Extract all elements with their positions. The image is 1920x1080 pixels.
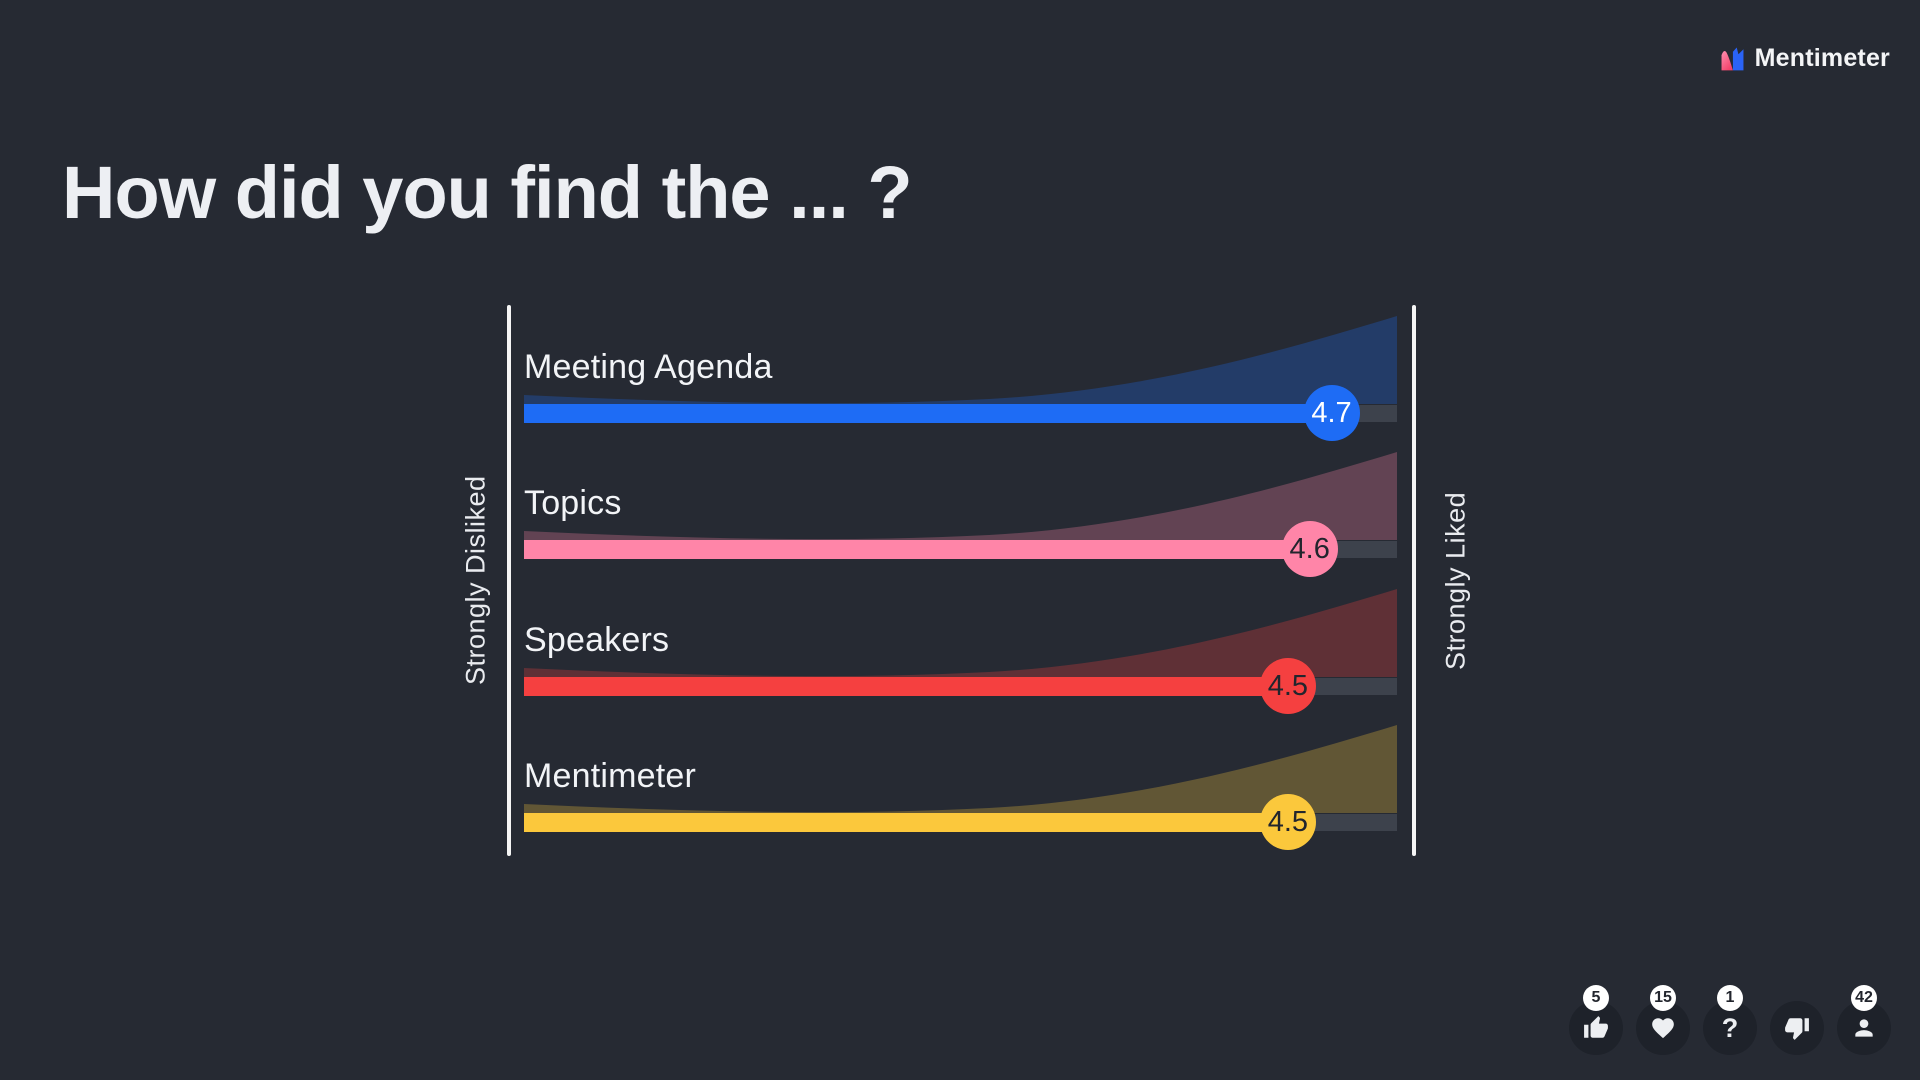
person-icon [1855,1019,1873,1037]
question-mark-icon: ? [1721,1012,1739,1043]
axis-label-min: Strongly Disliked [460,475,491,686]
heart-reaction-button[interactable]: 15 [1636,985,1690,1055]
value-badge: 4.6 [1281,521,1338,577]
axis-line-right [1412,305,1416,856]
thumbs-down-reaction-button[interactable] [1770,1001,1824,1055]
value-badge: 4.5 [1259,658,1316,714]
mentimeter-logo-text: Mentimeter [1754,44,1890,72]
axis-label-max: Strongly Liked [1440,491,1471,670]
mentimeter-logo: Mentimeter [1719,44,1890,73]
question-mark-reaction-button[interactable]: ? 1 [1703,985,1757,1055]
person-reaction-button[interactable]: 42 [1837,985,1891,1055]
heart-icon [1652,1018,1674,1039]
mentimeter-logo-icon [1721,47,1744,71]
reaction-bar: 5 15? 1 42 [1569,985,1891,1055]
reaction-count-badge: 1 [1717,985,1743,1011]
average-bar [524,677,1296,696]
distribution-area [524,725,1397,813]
distribution-area [524,589,1397,677]
average-bar [524,813,1296,832]
value-badge: 4.7 [1303,385,1360,441]
reaction-count-badge: 5 [1583,985,1609,1011]
thumbs-down-icon [1785,1018,1809,1040]
average-bar [524,404,1340,423]
distribution-area [524,316,1397,404]
slide-title: How did you find the ... ? [62,151,913,234]
thumbs-up-icon [1584,1016,1608,1038]
value-badge: 4.5 [1259,794,1316,850]
reaction-count-badge: 15 [1650,985,1676,1011]
thumbs-up-reaction-button[interactable]: 5 [1569,985,1623,1055]
axis-line-left [507,305,511,856]
distribution-area [524,452,1397,540]
row-label: Mentimeter [524,757,697,795]
row-label: Topics [524,484,622,522]
reaction-count-badge: 42 [1851,985,1877,1011]
row-label: Speakers [524,621,670,659]
average-bar [524,540,1318,559]
row-label: Meeting Agenda [524,348,773,386]
